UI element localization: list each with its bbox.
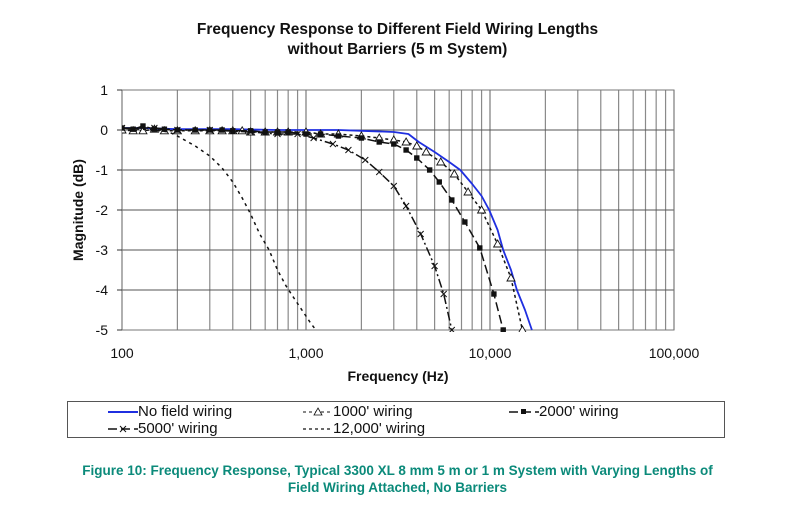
data-point-square [403,147,409,153]
legend-label: 1000' wiring [333,403,413,420]
data-point-triangle [138,125,148,135]
data-point-x [247,128,254,136]
chart-title-line-2: without Barriers (5 m System) [287,41,508,58]
series-line [122,127,317,331]
x-axis-label: Frequency (Hz) [347,368,448,384]
data-point-triangle [449,169,460,178]
data-point-x [390,182,398,190]
series-12-000-wiring [122,127,317,331]
legend-label: 2000' wiring [539,403,619,420]
data-point-triangle [476,205,487,214]
data-point-square [274,129,281,135]
data-point-square [426,167,433,173]
grid [121,89,675,331]
x-tick-label: 100 [110,345,134,361]
data-point-x [329,140,337,148]
data-point-square [151,126,158,132]
data-point-triangle [518,325,527,332]
data-point-x [310,134,317,142]
legend-swatch-triangle [303,407,333,416]
data-point-x [417,230,425,238]
x-tick-label: 10,000 [469,345,512,361]
data-point-x [345,146,352,154]
legend-item-no-field-wiring: No field wiring [108,403,232,421]
data-point-x [206,126,214,134]
caption-line-2: Field Wiring Attached, No Barriers [287,480,508,495]
data-point-triangle [506,273,516,282]
legend-swatch-x [108,425,138,433]
series-5000-wiring [122,124,456,332]
data-point-triangle [463,187,473,196]
data-point-square [376,139,382,145]
figure-caption: Figure 10: Frequency Response, Typical 3… [0,462,795,496]
data-point-square [219,127,225,133]
data-point-square [303,131,309,137]
data-point-square [285,129,291,135]
data-point-triangle [412,141,422,150]
legend-label: 12,000' wiring [333,420,426,437]
data-point-square [477,245,483,251]
data-point-x [440,290,448,298]
legend-swatch-dotted [303,428,333,430]
data-point-x [361,156,369,164]
series-line [122,125,504,331]
y-axis-label: Magnitude (dB) [70,159,86,261]
data-point-square [449,197,455,203]
data-point-x [174,126,181,134]
data-point-triangle [421,147,431,156]
data-point-x [274,130,281,138]
series-group [122,123,533,332]
data-point-square [247,128,254,134]
legend-swatch-solid-blue [108,411,138,414]
x-tick-label: 100,000 [649,345,700,361]
data-point-square [391,141,397,147]
data-point-square [130,126,136,132]
legend: No field wiring 1000' wiring 2000' wirin… [67,401,725,438]
data-point-square [491,291,497,297]
legend-label: No field wiring [138,403,233,420]
y-tick-label: -5 [96,322,109,338]
legend-item-12000-wiring: 12,000' wiring [303,420,425,438]
data-point-x [448,326,456,332]
legend-item-5000-wiring: 5000' wiring [108,420,218,438]
legend-item-2000-wiring: 2000' wiring [509,403,619,421]
series-no-field-wiring [122,127,533,331]
y-tick-label: -1 [96,162,109,178]
data-point-triangle [435,157,446,166]
y-tick-label: -4 [96,282,109,298]
data-point-square [140,123,146,129]
data-point-square [462,219,468,225]
data-point-square [436,179,442,185]
legend-item-1000-wiring: 1000' wiring [303,403,413,421]
data-point-square [414,155,420,161]
chart-title: Frequency Response to Different Field Wi… [0,20,795,60]
caption-line-1: Figure 10: Frequency Response, Typical 3… [82,463,713,478]
data-point-x [402,202,410,210]
series-line [122,127,533,331]
data-point-x [122,124,126,132]
x-tick-label: 1,000 [288,345,323,361]
chart-title-line-1: Frequency Response to Different Field Wi… [196,21,599,38]
data-point-square [317,131,324,137]
y-tick-label: -2 [96,202,109,218]
data-point-square [262,129,268,135]
legend-label: 5000' wiring [138,420,218,437]
data-point-x [294,130,301,138]
data-point-square [500,327,506,332]
data-point-square [358,135,365,141]
series-1000-wiring [122,124,527,332]
data-point-square [335,133,342,139]
data-point-triangle [401,137,411,146]
y-tick-label: 1 [100,82,108,98]
data-point-triangle [492,239,503,248]
series-line [122,127,453,331]
data-point-x [431,262,438,270]
y-tick-label: 0 [100,122,108,138]
series-line [122,128,524,331]
y-tick-label: -3 [96,242,109,258]
data-point-x [375,168,383,176]
legend-swatch-square [509,409,539,415]
